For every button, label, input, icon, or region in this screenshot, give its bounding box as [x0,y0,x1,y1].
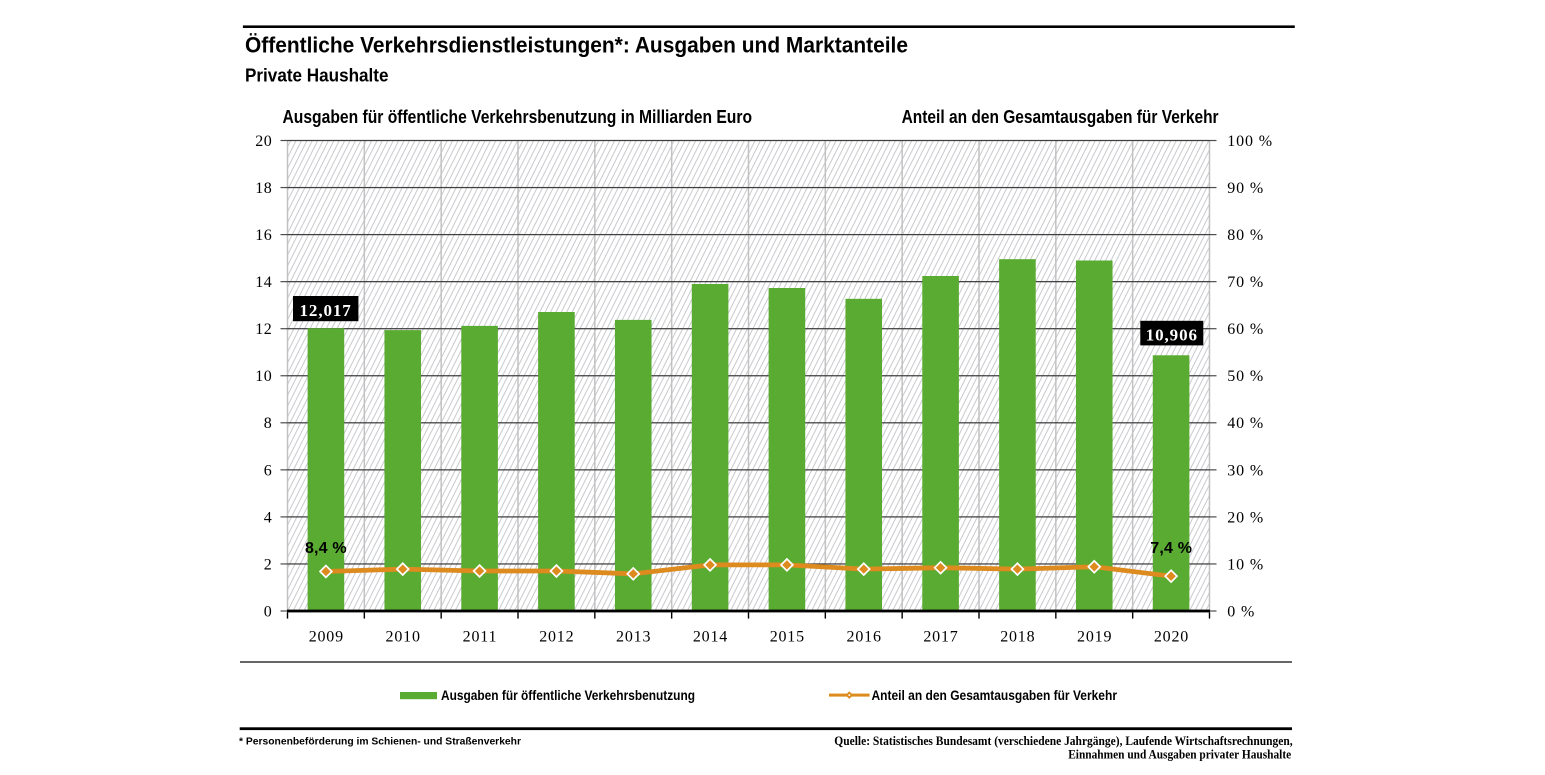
svg-text:70 %: 70 % [1227,274,1264,291]
svg-text:Quelle: Statistisches Bundesam: Quelle: Statistisches Bundesamt (verschi… [834,733,1292,748]
svg-text:2009: 2009 [309,629,344,646]
svg-text:100 %: 100 % [1227,133,1273,150]
svg-text:18: 18 [255,180,272,197]
svg-text:0 %: 0 % [1227,603,1255,620]
svg-text:2020: 2020 [1154,629,1189,646]
svg-text:7,4 %: 7,4 % [1150,540,1192,557]
svg-text:50 %: 50 % [1227,368,1264,385]
svg-text:14: 14 [255,274,272,291]
svg-text:* Personenbeförderung im Schie: * Personenbeförderung im Schienen- und S… [239,735,521,747]
svg-text:2018: 2018 [1000,629,1035,646]
svg-text:2016: 2016 [847,629,882,646]
svg-text:2013: 2013 [616,629,651,646]
svg-text:60 %: 60 % [1227,321,1264,338]
svg-text:2012: 2012 [539,629,574,646]
svg-text:10 %: 10 % [1227,556,1264,573]
svg-text:Einnahmen und Ausgaben private: Einnahmen und Ausgaben privater Haushalt… [1068,747,1291,762]
svg-text:2019: 2019 [1077,629,1112,646]
svg-text:2017: 2017 [923,629,958,646]
svg-text:20: 20 [255,133,272,150]
svg-text:2014: 2014 [693,629,728,646]
svg-text:Anteil an den Gesamtausgaben f: Anteil an den Gesamtausgaben für Verkehr [872,688,1118,703]
svg-text:Ausgaben für öffentliche Verke: Ausgaben für öffentliche Verkehrsbenutzu… [441,688,695,703]
svg-text:Private Haushalte: Private Haushalte [245,66,389,86]
svg-text:12,017: 12,017 [300,301,352,320]
svg-text:30 %: 30 % [1227,462,1264,479]
svg-text:10,906: 10,906 [1146,326,1198,345]
svg-text:2010: 2010 [386,629,421,646]
svg-text:8: 8 [264,415,273,432]
svg-text:4: 4 [264,509,273,526]
svg-text:Anteil an den Gesamtausgaben f: Anteil an den Gesamtausgaben für Verkehr [902,107,1219,127]
svg-text:90 %: 90 % [1227,180,1264,197]
svg-text:0: 0 [264,603,273,620]
svg-text:6: 6 [264,462,273,479]
svg-text:2015: 2015 [770,629,805,646]
svg-text:40 %: 40 % [1227,415,1264,432]
svg-text:20 %: 20 % [1227,509,1264,526]
svg-text:12: 12 [255,321,272,338]
svg-text:80 %: 80 % [1227,227,1264,244]
svg-text:2: 2 [264,556,273,573]
svg-text:8,4 %: 8,4 % [305,540,347,557]
svg-text:16: 16 [255,227,272,244]
svg-text:Öffentliche Verkehrsdienstleis: Öffentliche Verkehrsdienstleistungen*: A… [245,33,908,58]
svg-text:2011: 2011 [463,629,498,646]
svg-text:10: 10 [255,368,272,385]
svg-text:Ausgaben für öffentliche Verke: Ausgaben für öffentliche Verkehrsbenutzu… [283,107,753,127]
